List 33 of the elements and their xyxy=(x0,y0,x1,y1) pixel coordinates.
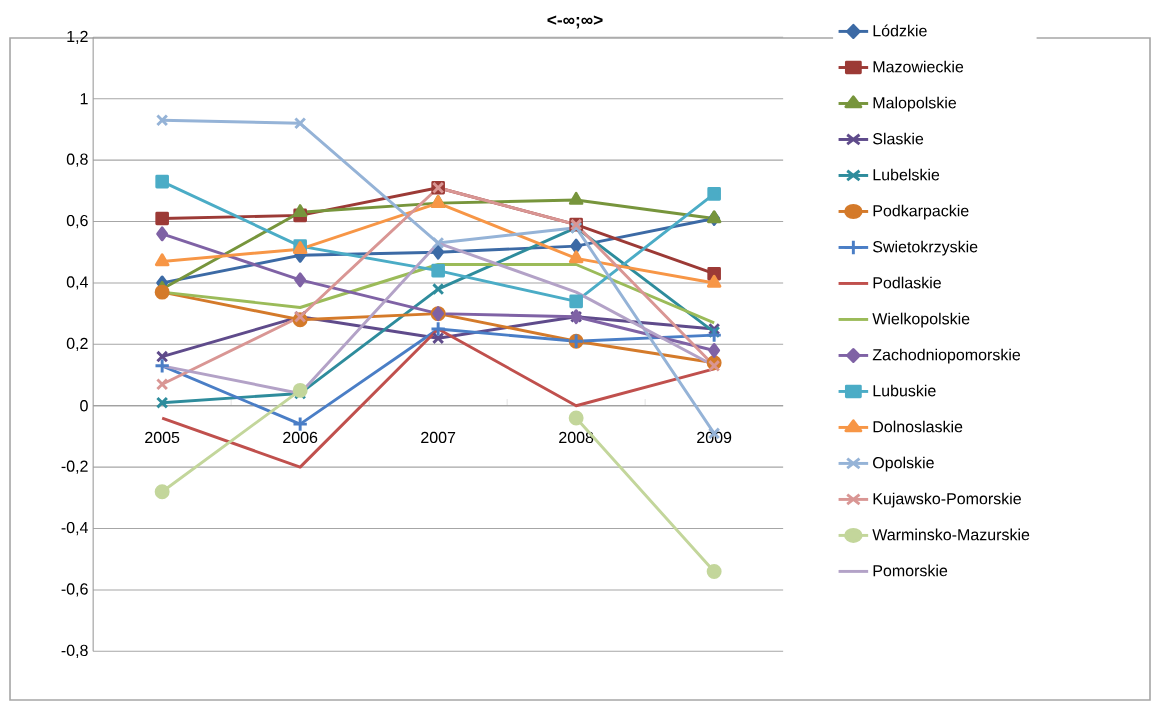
legend-label: Malopolskie xyxy=(873,96,957,112)
legend-label: Pomorskie xyxy=(873,564,948,577)
y-tick-label: 0,6 xyxy=(66,214,88,229)
y-tick-label: -0,2 xyxy=(61,460,88,474)
y-tick-label: -0,8 xyxy=(61,644,88,658)
legend-label: Kujawsko-Pomorskie xyxy=(873,492,1021,508)
legend-label: Dolnoslaskie xyxy=(873,420,963,433)
x-tick-label: 2005 xyxy=(145,431,180,444)
y-tick-label: 1,2 xyxy=(67,30,88,44)
legend-label: Lubelskie xyxy=(873,168,940,181)
legend-label: Podlaskie xyxy=(873,276,941,289)
legend-label: Lódzkie xyxy=(873,24,927,37)
x-tick-label: 2006 xyxy=(283,431,318,444)
x-tick-label: 2007 xyxy=(421,431,456,444)
y-tick-label: -0,6 xyxy=(61,583,88,597)
legend-label: Wielkopolskie xyxy=(872,312,970,328)
legend-label: Lubuskie xyxy=(873,384,936,397)
legend-label: Mazowieckie xyxy=(873,60,964,73)
y-tick-label: -0,4 xyxy=(61,521,88,536)
legend-label: Warminsko-Mazurskie xyxy=(872,528,1030,541)
y-tick-label: 1 xyxy=(80,93,88,105)
legend-label: Zachodniopomorskie xyxy=(872,348,1021,364)
y-tick-label: 0 xyxy=(80,400,88,412)
legend-label: Swietokrzyskie xyxy=(873,240,978,256)
x-tick-label: 2009 xyxy=(697,431,732,444)
x-tick-label: 2008 xyxy=(559,431,594,444)
y-tick-label: 0,4 xyxy=(66,276,88,290)
legend-label: Podkarpackie xyxy=(873,204,969,220)
chart-title: <-∞;∞> xyxy=(547,15,603,29)
y-tick-label: 0,8 xyxy=(66,153,88,167)
legend-label: Opolskie xyxy=(873,456,934,472)
legend-label: Slaskie xyxy=(873,132,924,145)
y-tick-label: 0,2 xyxy=(66,337,88,351)
